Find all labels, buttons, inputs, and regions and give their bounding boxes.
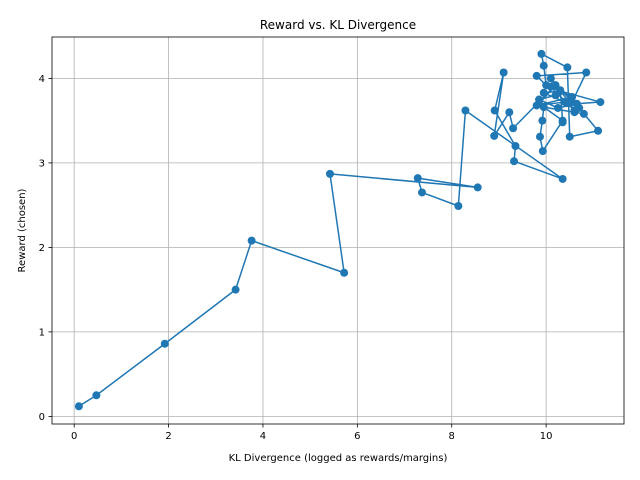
data-point bbox=[539, 103, 548, 112]
data-point bbox=[499, 68, 508, 77]
data-point bbox=[561, 98, 570, 107]
data-point bbox=[413, 174, 422, 183]
data-point bbox=[537, 49, 546, 58]
ticks: 0 2 4 6 8 10 0 1 2 3 4 bbox=[39, 74, 553, 442]
data-point bbox=[532, 71, 541, 80]
data-point bbox=[546, 74, 555, 83]
x-tick-label: 0 bbox=[71, 431, 77, 442]
data-point bbox=[92, 391, 101, 400]
data-point bbox=[340, 268, 349, 277]
data-point bbox=[563, 63, 572, 72]
x-tick-label: 8 bbox=[449, 431, 455, 442]
grid bbox=[52, 37, 624, 424]
data-point bbox=[490, 106, 499, 115]
x-tick-label: 10 bbox=[540, 431, 553, 442]
y-tick-label: 2 bbox=[39, 243, 45, 254]
data-point bbox=[532, 101, 541, 110]
data-point bbox=[565, 132, 574, 141]
data-point bbox=[539, 61, 548, 70]
data-point bbox=[594, 126, 603, 135]
x-axis-label: KL Divergence (logged as rewards/margins… bbox=[229, 453, 448, 464]
data-point bbox=[568, 92, 577, 101]
series-layer bbox=[74, 49, 605, 411]
y-tick-label: 3 bbox=[39, 158, 45, 169]
plot-frame bbox=[51, 36, 625, 425]
x-tick-label: 6 bbox=[354, 431, 360, 442]
data-point bbox=[558, 118, 567, 127]
data-point bbox=[74, 402, 83, 411]
data-point bbox=[509, 124, 518, 133]
data-point bbox=[231, 285, 240, 294]
y-tick-label: 0 bbox=[39, 412, 45, 423]
data-point bbox=[558, 174, 567, 183]
data-point bbox=[160, 339, 169, 348]
data-point bbox=[454, 201, 463, 210]
data-point bbox=[325, 169, 334, 178]
data-point bbox=[596, 98, 605, 107]
data-point bbox=[490, 131, 499, 140]
data-point bbox=[572, 99, 581, 108]
chart-title: Reward vs. KL Divergence bbox=[260, 18, 416, 32]
data-point bbox=[582, 68, 591, 77]
x-tick-label: 4 bbox=[260, 431, 266, 442]
data-point bbox=[247, 236, 256, 245]
data-point bbox=[553, 103, 562, 112]
data-point bbox=[461, 106, 470, 115]
data-point bbox=[535, 132, 544, 141]
data-point bbox=[579, 109, 588, 118]
y-axis-label: Reward (chosen) bbox=[17, 188, 28, 272]
data-point bbox=[510, 157, 519, 166]
y-tick-label: 1 bbox=[39, 327, 45, 338]
x-tick-label: 2 bbox=[165, 431, 171, 442]
data-point bbox=[538, 116, 547, 125]
data-point bbox=[539, 88, 548, 97]
data-point bbox=[546, 82, 555, 91]
data-point bbox=[570, 106, 579, 115]
data-point bbox=[556, 86, 565, 95]
data-point bbox=[505, 108, 514, 117]
data-point bbox=[473, 183, 482, 192]
data-point bbox=[538, 147, 547, 156]
series-line bbox=[78, 53, 602, 407]
y-tick-label: 4 bbox=[39, 74, 45, 85]
data-point bbox=[418, 188, 427, 197]
data-point bbox=[511, 142, 520, 151]
